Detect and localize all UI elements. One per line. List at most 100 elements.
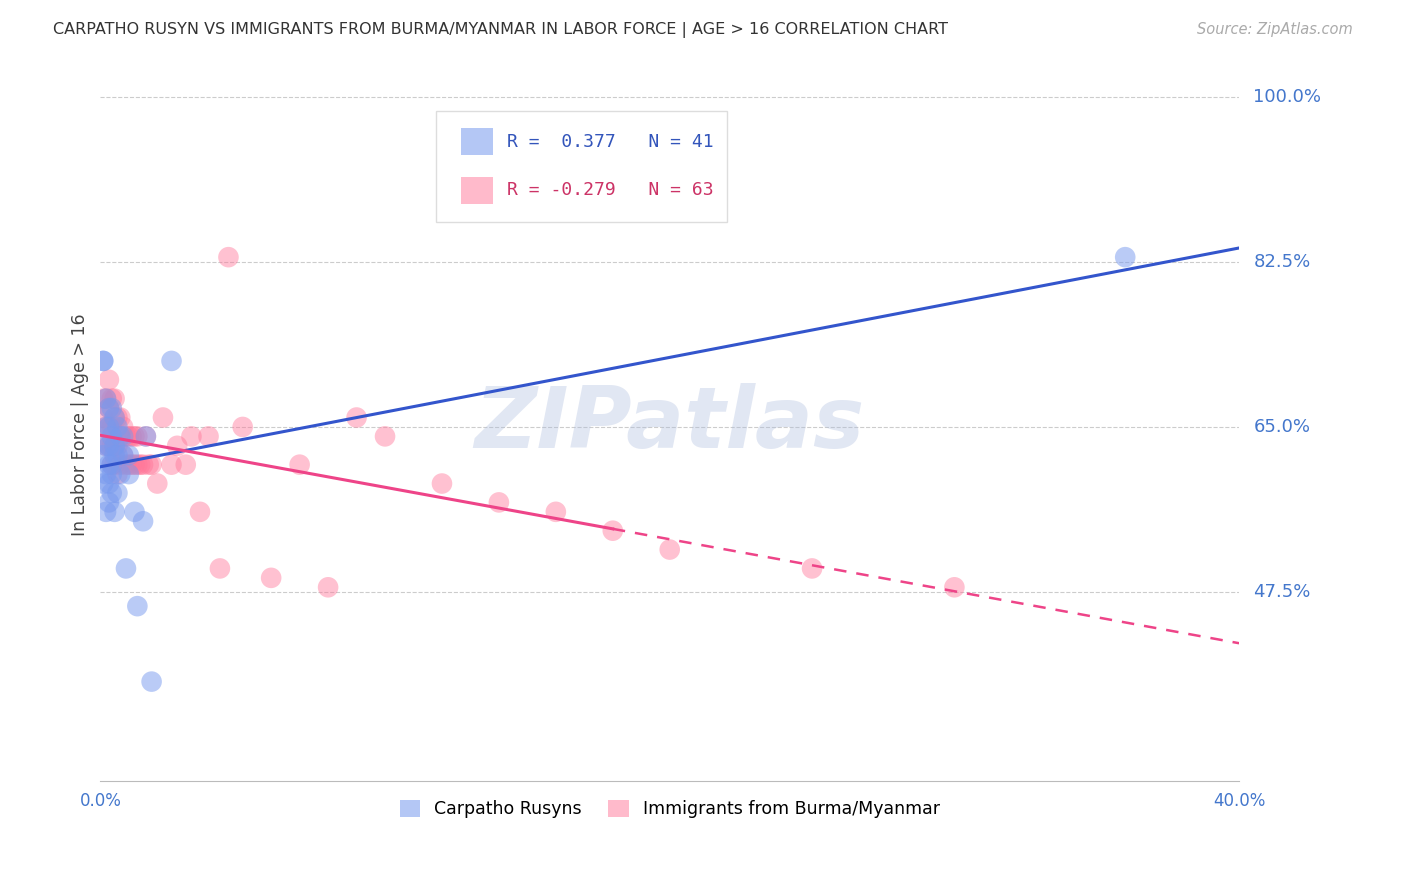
Point <box>91 354 114 368</box>
Point <box>129 458 152 472</box>
Point <box>374 429 396 443</box>
Point <box>112 448 135 462</box>
Point <box>127 458 149 472</box>
Point <box>97 495 120 509</box>
Point <box>217 250 239 264</box>
Text: CARPATHO RUSYN VS IMMIGRANTS FROM BURMA/MYANMAR IN LABOR FORCE | AGE > 16 CORREL: CARPATHO RUSYN VS IMMIGRANTS FROM BURMA/… <box>53 22 949 38</box>
Text: Source: ZipAtlas.com: Source: ZipAtlas.com <box>1197 22 1353 37</box>
Point <box>118 467 141 482</box>
Point <box>121 429 143 443</box>
Point <box>97 401 120 415</box>
Point <box>127 599 149 614</box>
Point <box>127 429 149 443</box>
Point <box>94 505 117 519</box>
Point <box>943 580 966 594</box>
Point <box>94 392 117 406</box>
Point <box>124 505 146 519</box>
Point <box>100 467 122 482</box>
Text: R =  0.377   N = 41: R = 0.377 N = 41 <box>508 133 713 151</box>
Text: 47.5%: 47.5% <box>1253 583 1310 601</box>
Point <box>107 467 129 482</box>
Point <box>94 420 117 434</box>
Point <box>174 458 197 472</box>
Point <box>103 392 125 406</box>
Point <box>132 458 155 472</box>
Bar <box>461 177 494 204</box>
Point <box>103 458 125 472</box>
Point <box>135 429 157 443</box>
Point <box>110 467 132 482</box>
Point <box>100 392 122 406</box>
Point <box>288 458 311 472</box>
Point <box>107 448 129 462</box>
Point <box>118 429 141 443</box>
Point <box>103 410 125 425</box>
Point <box>115 429 138 443</box>
Point <box>124 458 146 472</box>
Point <box>94 420 117 434</box>
Point <box>91 410 114 425</box>
Point <box>260 571 283 585</box>
Point <box>107 486 129 500</box>
Point <box>107 420 129 434</box>
Point <box>100 439 122 453</box>
Point <box>94 392 117 406</box>
Point <box>100 458 122 472</box>
Point <box>94 467 117 482</box>
Text: 100.0%: 100.0% <box>1253 87 1322 106</box>
Point <box>602 524 624 538</box>
Point <box>658 542 681 557</box>
Point <box>103 505 125 519</box>
Bar <box>461 128 494 155</box>
Point <box>100 420 122 434</box>
Point <box>112 420 135 434</box>
Point <box>188 505 211 519</box>
Point <box>97 476 120 491</box>
Point <box>100 429 122 443</box>
Point <box>112 448 135 462</box>
Point <box>91 476 114 491</box>
Point <box>103 439 125 453</box>
Point <box>103 448 125 462</box>
Point <box>100 401 122 415</box>
Point <box>118 458 141 472</box>
Y-axis label: In Labor Force | Age > 16: In Labor Force | Age > 16 <box>72 313 89 536</box>
Point <box>141 674 163 689</box>
Point <box>100 458 122 472</box>
Point <box>166 439 188 453</box>
Point <box>110 410 132 425</box>
Point <box>138 458 160 472</box>
Point <box>91 354 114 368</box>
Point <box>208 561 231 575</box>
Point <box>118 448 141 462</box>
Point <box>488 495 510 509</box>
Point <box>124 429 146 443</box>
Point <box>110 429 132 443</box>
Point <box>97 401 120 415</box>
Point <box>100 486 122 500</box>
Point <box>103 410 125 425</box>
Point <box>112 429 135 443</box>
Point <box>121 458 143 472</box>
Point <box>197 429 219 443</box>
Point <box>135 429 157 443</box>
Point <box>430 476 453 491</box>
Point <box>97 420 120 434</box>
Point <box>110 429 132 443</box>
Point <box>801 561 824 575</box>
Point <box>544 505 567 519</box>
Point <box>160 458 183 472</box>
Text: 40.0%: 40.0% <box>1213 792 1265 810</box>
Point <box>160 354 183 368</box>
Legend: Carpatho Rusyns, Immigrants from Burma/Myanmar: Carpatho Rusyns, Immigrants from Burma/M… <box>392 793 946 825</box>
Point <box>97 420 120 434</box>
Point <box>107 439 129 453</box>
Point <box>132 514 155 528</box>
Point <box>141 458 163 472</box>
Point <box>97 373 120 387</box>
Point <box>97 439 120 453</box>
Point <box>91 448 114 462</box>
Text: 82.5%: 82.5% <box>1253 252 1310 271</box>
Point <box>107 410 129 425</box>
Point <box>115 458 138 472</box>
